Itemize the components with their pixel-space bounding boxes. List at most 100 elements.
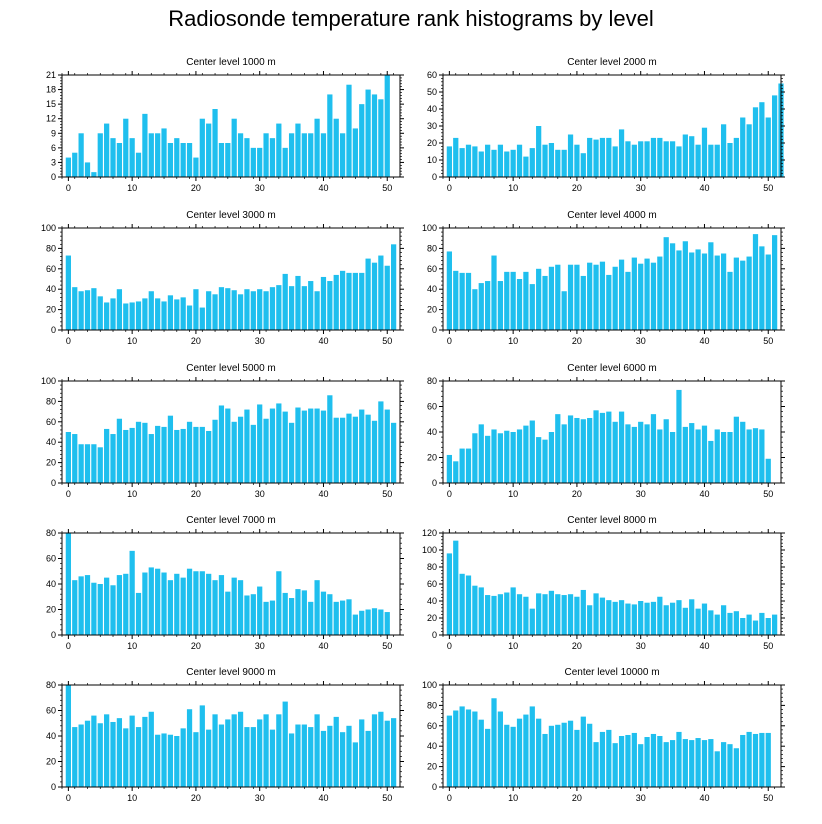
x-tick-label: 0: [447, 336, 452, 346]
bar: [199, 426, 205, 483]
bar: [384, 265, 390, 330]
bar: [104, 302, 110, 330]
bar: [199, 571, 205, 635]
bar: [510, 271, 516, 330]
x-tick-label: 10: [127, 641, 137, 651]
bar: [720, 124, 727, 177]
bar: [593, 742, 599, 787]
bar: [459, 706, 465, 787]
bar: [529, 284, 535, 330]
bar: [218, 405, 225, 483]
bar: [276, 403, 282, 483]
x-tick-label: 0: [66, 183, 71, 193]
bar: [765, 732, 771, 787]
plot-frame: [61, 380, 401, 484]
bar: [536, 268, 542, 330]
bar: [720, 742, 727, 787]
bar: [206, 729, 212, 788]
y-tick-label: 80: [427, 562, 437, 572]
bar: [727, 432, 733, 483]
bar: [78, 724, 84, 787]
bar: [485, 435, 491, 483]
x-tick-label: 30: [636, 183, 646, 193]
bar: [669, 141, 676, 177]
bar: [135, 301, 142, 330]
x-tick-label: 50: [763, 793, 773, 803]
bar: [593, 593, 599, 635]
bar: [689, 599, 695, 635]
bar: [618, 129, 625, 177]
bar: [567, 720, 574, 787]
x-tick-label: 40: [318, 641, 328, 651]
bar: [339, 732, 346, 787]
bar: [606, 274, 612, 330]
bar: [580, 419, 586, 483]
x-tick-label: 40: [699, 489, 709, 499]
bar: [378, 401, 384, 483]
x-tick-label: 10: [127, 489, 137, 499]
bar: [352, 128, 358, 177]
bar: [644, 258, 650, 330]
y-tick-label: 60: [46, 706, 56, 716]
bar: [555, 594, 561, 635]
bar: [548, 725, 555, 787]
bar: [491, 149, 497, 177]
bar: [84, 720, 91, 787]
bar: [269, 600, 276, 635]
y-tick-label: 80: [46, 528, 56, 538]
bar: [199, 118, 205, 177]
bar: [752, 620, 759, 635]
bar: [663, 141, 669, 177]
bar: [129, 550, 135, 635]
bar: [244, 138, 250, 177]
bar: [682, 241, 688, 330]
bar: [148, 434, 154, 483]
bar: [587, 723, 593, 787]
bar: [708, 610, 714, 635]
bar: [148, 567, 154, 635]
bar: [574, 264, 580, 330]
bar: [650, 137, 657, 177]
bar: [504, 151, 510, 177]
bar: [142, 113, 148, 177]
bar: [759, 612, 765, 635]
bar: [523, 596, 529, 635]
bar: [110, 585, 116, 635]
y-tick-label: 18: [46, 85, 56, 95]
bar: [282, 592, 288, 635]
bar: [625, 424, 631, 483]
bar: [237, 416, 244, 483]
bar: [727, 271, 733, 330]
bar: [727, 612, 733, 635]
x-tick-label: 20: [191, 793, 201, 803]
y-tick-label: 30: [427, 121, 437, 131]
y-tick-label: 40: [427, 427, 437, 437]
panel-8: Center level 8000 m 0 20 40 60 80 100 120 0 10 20 3…: [422, 515, 785, 651]
bar: [384, 409, 390, 483]
bar: [320, 730, 327, 787]
bar: [78, 444, 84, 483]
x-tick-label: 30: [255, 336, 265, 346]
bar: [193, 289, 199, 330]
bar: [295, 123, 301, 177]
bar: [695, 738, 701, 787]
bar: [727, 143, 733, 177]
bar: [472, 146, 478, 177]
y-tick-label: 12: [46, 114, 56, 124]
bar: [142, 298, 148, 330]
bar: [555, 414, 561, 483]
bar: [180, 577, 186, 636]
panel-title: Center level 6000 m: [567, 363, 657, 374]
bar: [84, 162, 91, 177]
y-tick-label: 100: [422, 680, 437, 690]
bar: [516, 279, 523, 330]
bar: [593, 139, 599, 177]
bar: [257, 586, 263, 635]
x-tick-label: 30: [255, 489, 265, 499]
bar: [237, 580, 244, 635]
bar: [352, 742, 358, 788]
bar: [765, 254, 771, 330]
bar: [491, 595, 497, 635]
bar: [320, 276, 327, 330]
panel-title: Center level 10000 m: [564, 667, 659, 678]
